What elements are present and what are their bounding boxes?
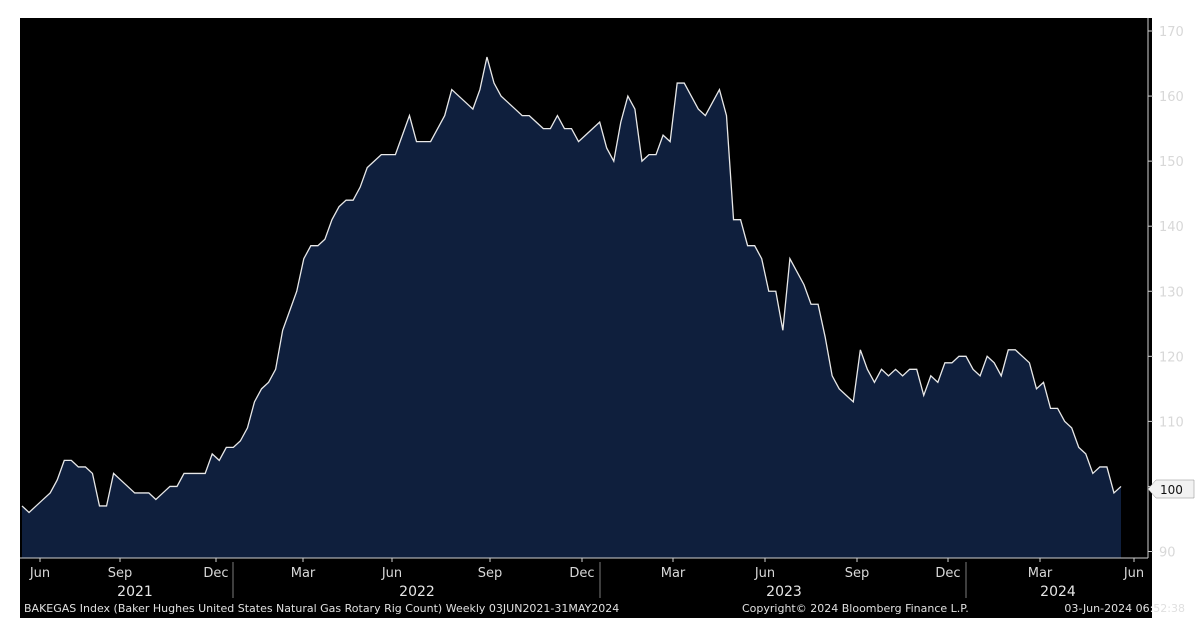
x-tick-label: Mar <box>1028 566 1053 581</box>
series-area <box>22 57 1121 558</box>
year-label: 2022 <box>399 584 435 600</box>
x-tick-label: Jun <box>754 566 775 581</box>
x-tick-label: Jun <box>381 566 402 581</box>
x-tick-label: Sep <box>845 566 870 581</box>
footer-left-text: BAKEGAS Index (Baker Hughes United State… <box>24 602 619 615</box>
area-layer <box>22 57 1121 558</box>
y-tick-label: 170 <box>1159 25 1184 40</box>
x-axis-ticks: Jun Sep Dec Mar Jun Sep Dec Mar Jun Sep Dec Mar Jun <box>29 558 1144 581</box>
series-line <box>21 56 1122 514</box>
year-label: 2023 <box>766 584 802 600</box>
y-tick-label: 140 <box>1159 220 1184 235</box>
y-tick-label: 90 <box>1159 545 1176 560</box>
year-label: 2021 <box>117 584 153 600</box>
footer-copyright-text: Copyright© 2024 Bloomberg Finance L.P. <box>742 602 969 615</box>
y-tick-label: 130 <box>1159 285 1184 300</box>
y-tick-label: 120 <box>1159 350 1184 365</box>
last-value-label: 100 <box>1160 483 1183 497</box>
year-label: 2024 <box>1040 584 1076 600</box>
last-value-badge <box>1147 479 1195 499</box>
y-tick-label: 150 <box>1159 155 1184 170</box>
year-dividers <box>232 562 967 598</box>
footer-timestamp-text: 03-Jun-2024 06:52:38 <box>1064 602 1185 615</box>
x-tick-label: Jun <box>29 566 50 581</box>
x-tick-label: Dec <box>203 566 228 581</box>
x-tick-label: Dec <box>569 566 594 581</box>
line-layer <box>21 56 1122 514</box>
year-labels: 2021 2022 2023 2024 <box>117 584 1076 600</box>
x-tick-label: Jun <box>1123 566 1144 581</box>
x-tick-label: Mar <box>661 566 686 581</box>
y-tick-label: 110 <box>1159 415 1184 430</box>
x-tick-label: Dec <box>935 566 960 581</box>
x-tick-label: Mar <box>291 566 316 581</box>
last-value-marker: 100 <box>1147 479 1195 499</box>
x-tick-label: Sep <box>478 566 503 581</box>
x-tick-label: Sep <box>108 566 133 581</box>
y-tick-label: 160 <box>1159 90 1184 105</box>
